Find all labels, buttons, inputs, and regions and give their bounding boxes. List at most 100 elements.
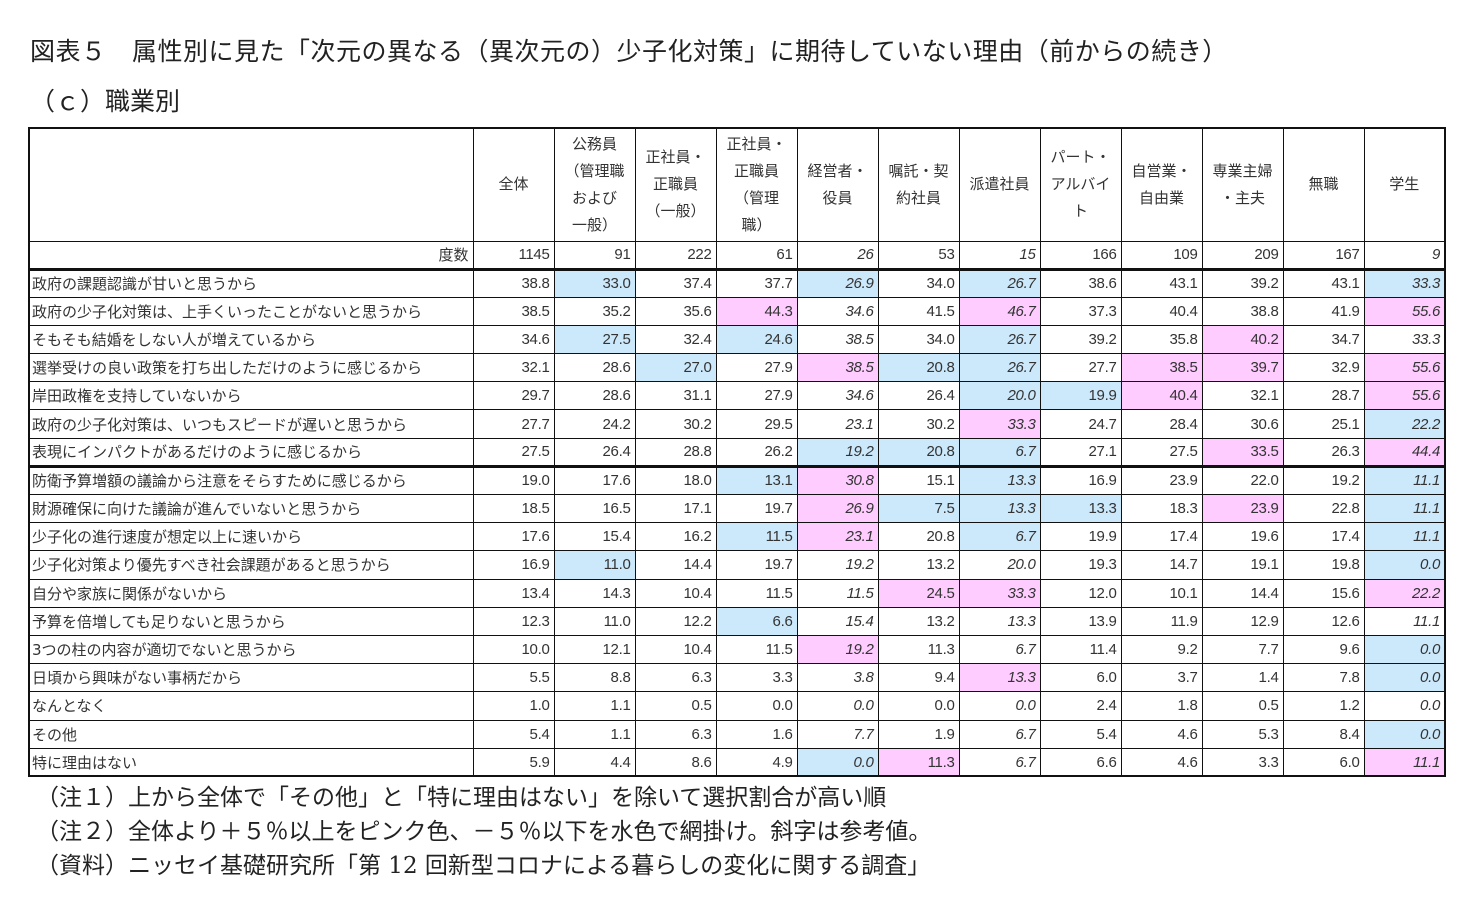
value-cell: 34.6 bbox=[796, 381, 879, 411]
value-cell: 15.6 bbox=[1282, 578, 1365, 608]
reason-label: 政府の課題認識が甘いと思うから bbox=[28, 268, 474, 298]
value-cell: 24.2 bbox=[553, 409, 636, 439]
value-cell: 14.7 bbox=[1120, 550, 1203, 580]
value-cell: 38.5 bbox=[796, 353, 879, 383]
sample-size-cell: 109 bbox=[1120, 240, 1203, 271]
value-cell: 13.1 bbox=[715, 465, 798, 496]
value-cell: 3.8 bbox=[796, 663, 879, 693]
value-cell: 6.0 bbox=[1039, 663, 1122, 693]
value-cell: 43.1 bbox=[1120, 268, 1203, 298]
value-cell: 11.1 bbox=[1363, 493, 1446, 524]
value-cell: 22.2 bbox=[1363, 578, 1446, 608]
reason-label: そもそも結婚をしない人が増えているから bbox=[28, 324, 474, 355]
value-cell: 9.2 bbox=[1120, 634, 1203, 665]
value-cell: 44.3 bbox=[715, 296, 798, 326]
value-cell: 11.1 bbox=[1363, 465, 1446, 496]
value-cell: 9.6 bbox=[1282, 634, 1365, 665]
value-cell: 44.4 bbox=[1363, 437, 1446, 468]
value-cell: 30.8 bbox=[796, 465, 879, 496]
sample-size-cell: 9 bbox=[1363, 240, 1446, 271]
value-cell: 10.4 bbox=[634, 578, 717, 608]
value-cell: 17.6 bbox=[472, 522, 555, 552]
value-cell: 14.4 bbox=[1201, 578, 1284, 608]
table-row: 予算を倍増しても足りないと思うから 12.3 11.0 12.2 6.6 15.4 13.2… bbox=[28, 606, 1446, 636]
value-cell: 16.9 bbox=[1039, 465, 1122, 496]
value-cell: 23.1 bbox=[796, 409, 879, 439]
value-cell: 19.2 bbox=[796, 634, 879, 665]
value-cell: 13.9 bbox=[1039, 606, 1122, 636]
value-cell: 0.0 bbox=[715, 691, 798, 721]
value-cell: 5.4 bbox=[1039, 719, 1122, 749]
value-cell: 26.3 bbox=[1282, 437, 1365, 468]
reason-label: 3つの柱の内容が適切でないと思うから bbox=[28, 634, 474, 665]
value-cell: 35.8 bbox=[1120, 324, 1203, 355]
value-cell: 0.0 bbox=[1363, 634, 1446, 665]
value-cell: 35.6 bbox=[634, 296, 717, 326]
value-cell: 31.1 bbox=[634, 381, 717, 411]
value-cell: 24.7 bbox=[1039, 409, 1122, 439]
value-cell: 38.6 bbox=[1039, 268, 1122, 298]
value-cell: 28.7 bbox=[1282, 381, 1365, 411]
value-cell: 32.9 bbox=[1282, 353, 1365, 383]
value-cell: 38.8 bbox=[472, 268, 555, 298]
table-row: 財源確保に向けた議論が進んでいないと思うから 18.5 16.5 17.1 19.7 26… bbox=[28, 493, 1446, 524]
value-cell: 18.0 bbox=[634, 465, 717, 496]
value-cell: 17.4 bbox=[1120, 522, 1203, 552]
value-cell: 43.1 bbox=[1282, 268, 1365, 298]
table-row: 政府の少子化対策は、いつもスピードが遅いと思うから 27.7 24.2 30.2 29.… bbox=[28, 409, 1446, 439]
value-cell: 10.1 bbox=[1120, 578, 1203, 608]
figure-title: 図表５ 属性別に見た「次元の異なる（異次元の）少子化対策」に期待していない理由（… bbox=[30, 37, 1228, 66]
value-cell: 26.7 bbox=[958, 268, 1041, 298]
value-cell: 12.1 bbox=[553, 634, 636, 665]
value-cell: 27.5 bbox=[553, 324, 636, 355]
sample-size-cell: 15 bbox=[958, 240, 1041, 271]
value-cell: 9.4 bbox=[877, 663, 960, 693]
value-cell: 32.1 bbox=[1201, 381, 1284, 411]
source-note: （資料）ニッセイ基礎研究所「第 12 回新型コロナによる暮らしの変化に関する調査… bbox=[36, 853, 931, 879]
value-cell: 11.0 bbox=[553, 606, 636, 636]
value-cell: 18.5 bbox=[472, 493, 555, 524]
value-cell: 6.6 bbox=[1039, 747, 1122, 777]
table-row: そもそも結婚をしない人が増えているから 34.6 27.5 32.4 24.6 38.5 3… bbox=[28, 324, 1446, 355]
value-cell: 37.3 bbox=[1039, 296, 1122, 326]
value-cell: 27.9 bbox=[715, 353, 798, 383]
value-cell: 26.7 bbox=[958, 324, 1041, 355]
table-row: 政府の課題認識が甘いと思うから 38.8 33.0 37.4 37.7 26.9 34.0 2… bbox=[28, 268, 1446, 298]
value-cell: 55.6 bbox=[1363, 353, 1446, 383]
value-cell: 13.3 bbox=[958, 606, 1041, 636]
value-cell: 55.6 bbox=[1363, 296, 1446, 326]
value-cell: 15.4 bbox=[796, 606, 879, 636]
value-cell: 0.0 bbox=[1363, 719, 1446, 749]
reason-label: 少子化対策より優先すべき社会課題があると思うから bbox=[28, 550, 474, 580]
value-cell: 16.2 bbox=[634, 522, 717, 552]
column-header: 学生 bbox=[1363, 127, 1446, 242]
value-cell: 38.5 bbox=[796, 324, 879, 355]
value-cell: 37.7 bbox=[715, 268, 798, 298]
column-header: 無職 bbox=[1282, 127, 1365, 242]
value-cell: 6.3 bbox=[634, 663, 717, 693]
footnotes: （注１）上から全体で「その他」と「特に理由はない」を除いて選択割合が高い順 （注… bbox=[36, 781, 931, 883]
value-cell: 34.0 bbox=[877, 268, 960, 298]
value-cell: 0.0 bbox=[796, 691, 879, 721]
value-cell: 19.7 bbox=[715, 493, 798, 524]
table-row: その他 5.4 1.1 6.3 1.6 7.7 1.9 6.7 5.4 4.6 5.3 8.4 0.0 bbox=[28, 719, 1446, 749]
value-cell: 19.2 bbox=[1282, 465, 1365, 496]
reason-label: 防衛予算増額の議論から注意をそらすために感じるから bbox=[28, 465, 474, 496]
value-cell: 28.6 bbox=[553, 353, 636, 383]
value-cell: 13.3 bbox=[1039, 493, 1122, 524]
value-cell: 27.7 bbox=[1039, 353, 1122, 383]
occupation-reasons-table: 全体 公務員 （管理職 および 一般） 正社員・ 正職員 （一般） 正社員・ 正職員 … bbox=[28, 127, 1446, 778]
value-cell: 13.3 bbox=[958, 465, 1041, 496]
value-cell: 0.0 bbox=[1363, 691, 1446, 721]
value-cell: 0.5 bbox=[1201, 691, 1284, 721]
value-cell: 24.5 bbox=[877, 578, 960, 608]
reason-label: 選挙受けの良い政策を打ち出しただけのように感じるから bbox=[28, 353, 474, 383]
value-cell: 30.2 bbox=[877, 409, 960, 439]
reason-label: 特に理由はない bbox=[28, 747, 474, 777]
value-cell: 26.9 bbox=[796, 268, 879, 298]
table-row: 防衛予算増額の議論から注意をそらすために感じるから 19.0 17.6 18.0 13.… bbox=[28, 465, 1446, 496]
value-cell: 19.2 bbox=[796, 437, 879, 468]
reason-label: 政府の少子化対策は、上手くいったことがないと思うから bbox=[28, 296, 474, 326]
sample-size-cell: 26 bbox=[796, 240, 879, 271]
column-header: パート・ アルバイ ト bbox=[1039, 127, 1122, 242]
